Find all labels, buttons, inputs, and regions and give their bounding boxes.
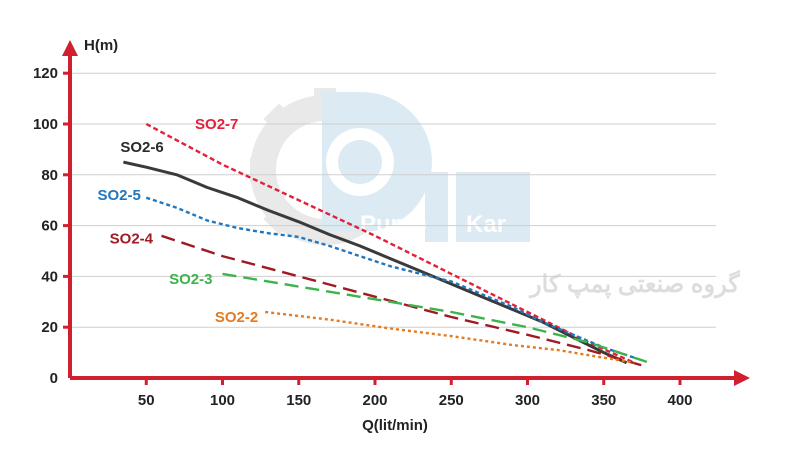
x-tick-label: 200 [362, 392, 387, 409]
x-axis-title: Q(lit/min) [362, 417, 428, 434]
x-tick-label: 100 [210, 392, 235, 409]
x-tick-label: 250 [439, 392, 464, 409]
grid-lines [70, 72, 716, 328]
y-tick-label: 0 [50, 370, 58, 387]
x-tick-label: 300 [515, 392, 540, 409]
series-label-so2-4: SO2-4 [110, 230, 154, 247]
y-tick-label: 20 [41, 319, 58, 336]
series-label-so2-6: SO2-6 [120, 139, 163, 156]
y-tick-label: 80 [41, 167, 58, 184]
series-line-so2-2 [265, 310, 635, 364]
series-layer [123, 122, 650, 367]
series-label-so2-7: SO2-7 [195, 116, 238, 133]
series-line-so2-5 [145, 196, 635, 359]
watermark-tagline: گروه صنعتی پمپ کار [528, 269, 740, 299]
series-labels: SO2-7 SO2-6 SO2-5 SO2-4 SO2-3 SO2-2 [97, 116, 258, 326]
y-tick-label: 40 [41, 268, 58, 285]
y-axis-title: H(m) [84, 37, 118, 54]
x-tick-label: 350 [591, 392, 616, 409]
x-tick-label: 400 [667, 392, 692, 409]
series-label-so2-5: SO2-5 [97, 187, 140, 204]
watermark-brand-right: Kar [466, 211, 506, 238]
x-axis-ticks: 50 100 150 200 250 300 350 400 [138, 378, 693, 409]
series-line-so2-3 [222, 272, 650, 364]
x-tick-label: 50 [138, 392, 155, 409]
series-line-so2-4 [161, 234, 643, 367]
series-label-so2-3: SO2-3 [169, 271, 212, 288]
x-tick-label: 150 [286, 392, 311, 409]
y-tick-label: 60 [41, 218, 58, 235]
series-label-so2-2: SO2-2 [215, 309, 258, 326]
y-tick-label: 100 [33, 116, 58, 133]
pump-logo-icon [322, 92, 530, 242]
pumpkar-watermark: Pump Kar گروه صنعتی پمپ کار [250, 88, 740, 299]
y-axis-ticks: 0 20 40 60 80 100 120 [33, 65, 70, 387]
y-tick-label: 120 [33, 65, 58, 82]
